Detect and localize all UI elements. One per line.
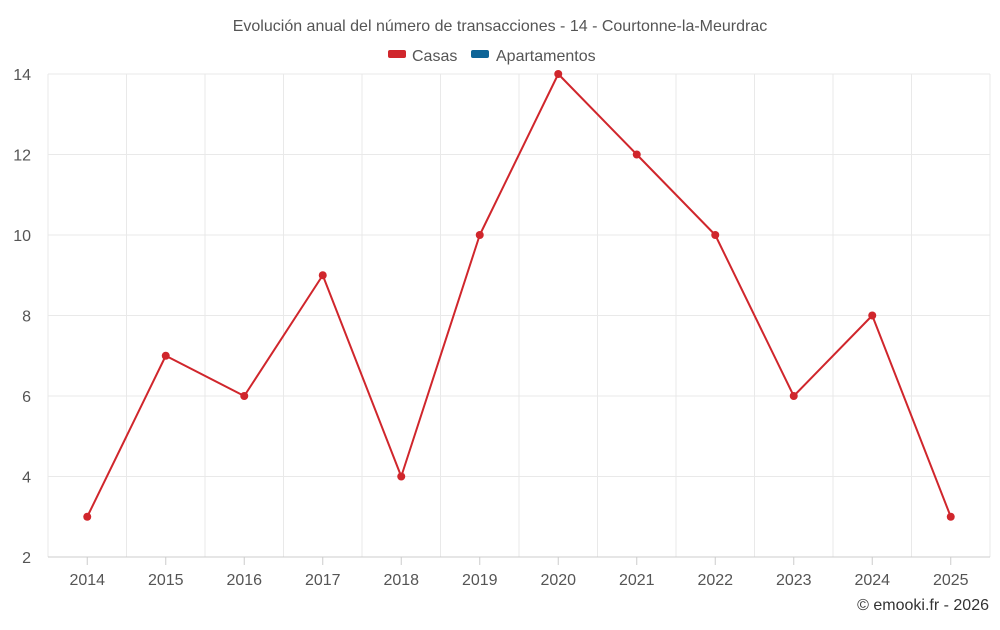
x-tick-label: 2016 [226,572,262,589]
chart-title: Evolución anual del número de transaccio… [233,18,768,35]
legend-label-casas: Casas [412,48,457,65]
data-point-casas-2019[interactable] [475,231,484,239]
data-point-casas-2014[interactable] [83,512,92,521]
data-point-casas-2016[interactable] [240,392,249,400]
data-point-casas-2023[interactable] [789,392,798,400]
x-tick-label: 2018 [383,572,419,589]
y-tick-label: 2 [22,550,31,567]
x-tick-label: 2017 [305,572,341,589]
grid [47,73,991,557]
series-line-casas [86,73,952,518]
x-tick-label: 2020 [540,572,576,589]
data-point-casas-2018[interactable] [397,472,406,481]
x-tick-label: 2021 [619,572,655,589]
x-tick-label: 2014 [69,572,105,589]
credit-text: © emooki.fr - 2026 [857,597,989,614]
legend-swatch-apartamentos [471,50,489,58]
y-tick-label: 12 [13,148,31,165]
x-tick-label: 2019 [462,572,498,589]
x-tick-label: 2024 [854,572,890,589]
data-point-casas-2024[interactable] [868,311,877,320]
y-tick-label: 14 [13,67,31,84]
axes: 2 4 6 8 10 12 14 2014 2015 2016 2017 2018 2019 2020 20… [13,67,990,589]
series-layer [83,70,955,521]
x-tick-label: 2023 [776,572,812,589]
data-point-casas-2021[interactable] [632,150,641,159]
legend-item-apartamentos[interactable]: Apartamentos [471,48,596,65]
y-tick-label: 10 [13,228,31,245]
x-tick-label: 2022 [697,572,733,589]
y-tick-label: 6 [22,389,31,406]
data-point-casas-2017[interactable] [318,271,327,280]
data-point-casas-2015[interactable] [161,351,170,360]
legend-label-apartamentos: Apartamentos [496,48,596,65]
legend-item-casas[interactable]: Casas [388,48,457,65]
x-tick-label: 2015 [148,572,184,589]
data-point-casas-2022[interactable] [711,231,720,239]
legend-swatch-casas [388,50,406,58]
data-point-casas-2025[interactable] [946,512,955,521]
y-tick-label: 8 [22,309,31,326]
x-tick-label: 2025 [933,572,969,589]
y-tick-label: 4 [22,470,31,487]
legend: Casas Apartamentos [388,48,596,65]
data-point-casas-2020[interactable] [554,70,563,78]
